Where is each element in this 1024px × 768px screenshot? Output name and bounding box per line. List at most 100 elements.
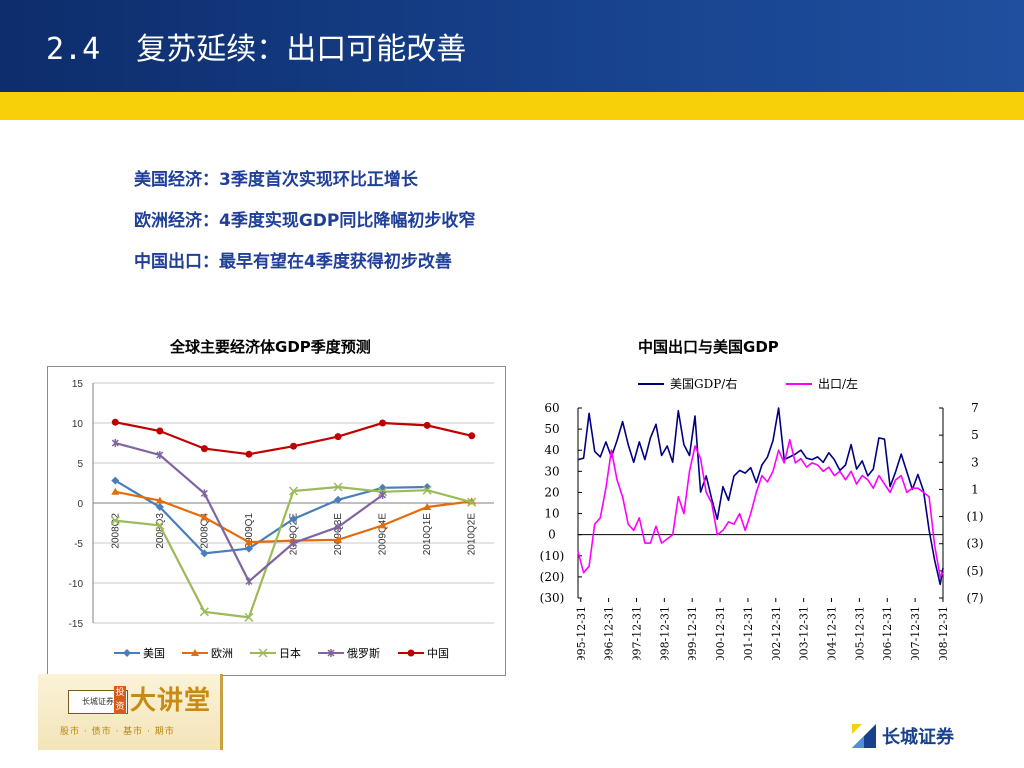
x-tick-label: 2002-12-31 (770, 606, 783, 660)
legend-label: 俄罗斯 (347, 647, 380, 660)
data-point (200, 445, 208, 453)
data-point (200, 513, 209, 521)
x-tick-label: 2008Q3 (155, 513, 166, 549)
x-tick-label: 1999-12-31 (686, 606, 699, 660)
y-tick-label: 5 (77, 459, 83, 470)
legend-label: 中国 (427, 647, 449, 660)
right-tick-label: 5 (971, 428, 979, 442)
logo-subtitle: 股市 · 债市 · 基市 · 期市 (60, 727, 175, 737)
x-tick-label: 1997-12-31 (630, 606, 643, 660)
gdp-forecast-chart: 15 10 5 0 -5 -10 -15 2008Q2 2008Q3 2008Q4 2009Q1 20… (69, 379, 494, 660)
data-point (200, 549, 209, 558)
x-tick-label: 2006-12-31 (881, 606, 894, 660)
data-point (379, 491, 387, 499)
data-point (467, 497, 477, 507)
left-tick-label: 30 (544, 464, 559, 478)
bullet-list: 美国经济：3季度首次实现环比正增长 欧洲经济：4季度实现GDP同比降幅初步收窄 … (134, 164, 475, 287)
left-tick-label: 10 (544, 507, 559, 521)
right-tick-label: 1 (971, 482, 979, 496)
left-tick-label: (20) (540, 570, 565, 584)
x-tick-label: 2009Q1 (244, 513, 255, 549)
x-tick-label: 2008-12-31 (937, 606, 950, 660)
data-point (334, 535, 343, 543)
lecture-logo: 长城证券 投资 大讲堂 股市 · 债市 · 基市 · 期市 (38, 674, 223, 750)
data-point (155, 520, 165, 530)
brand: 长城证券 (850, 722, 954, 750)
export-gdp-chart: 60 50 40 30 20 10 0 (10) (20) (30) 7 5 3 1 (1) (3) (5) (7… (540, 376, 984, 660)
export-gdp-chart-title: 中国出口与美国GDP (638, 338, 779, 356)
data-point (155, 496, 164, 504)
series-line-美国 (114, 479, 428, 555)
logo-title: 大讲堂 (130, 686, 212, 716)
right-tick-label: (1) (967, 510, 984, 524)
x-tick-label: 2007-12-31 (909, 606, 922, 660)
accent-band (0, 92, 1024, 120)
data-point (333, 482, 343, 492)
legend-label: 日本 (279, 646, 301, 660)
data-point (423, 421, 431, 429)
x-tick-label: 2008Q2 (110, 513, 121, 549)
y-tick-label: -10 (69, 579, 84, 590)
x-tick-label: 2009Q3E (333, 513, 344, 556)
legend-label: 出口/左 (818, 376, 858, 391)
data-point (199, 607, 209, 617)
left-tick-label: 40 (544, 443, 559, 457)
bullet-us-economy: 美国经济：3季度首次实现环比正增长 (134, 170, 418, 190)
data-point (111, 439, 119, 447)
x-tick-label: 2000-12-31 (714, 606, 727, 660)
data-point (289, 515, 298, 523)
data-point (111, 418, 119, 426)
data-point (244, 612, 254, 622)
x-tick-label: 1998-12-31 (658, 606, 671, 660)
data-point (200, 489, 208, 498)
data-point (288, 486, 299, 496)
data-point (334, 433, 342, 441)
bullet-china-exports: 中国出口：最早有望在4季度获得初步改善 (134, 252, 452, 272)
right-tick-label: (5) (967, 564, 984, 578)
legend-marker (191, 649, 199, 656)
right-tick-label: 3 (971, 455, 979, 469)
data-point (379, 419, 387, 427)
legend-marker (407, 649, 415, 657)
brand-name: 长城证券 (882, 727, 954, 748)
series-line-出口/左 (577, 438, 944, 578)
data-point (378, 521, 387, 529)
data-point (468, 432, 476, 440)
y-tick-label: 15 (72, 379, 84, 390)
data-point (334, 495, 343, 504)
data-point (290, 442, 297, 450)
legend-marker (123, 649, 131, 657)
legend-marker (258, 648, 268, 658)
data-point (156, 451, 164, 459)
data-point (334, 523, 342, 531)
gdp-forecast-chart-title: 全球主要经济体GDP季度预测 (170, 338, 371, 356)
bullet-eu-economy: 欧洲经济：4季度实现GDP同比降幅初步收窄 (134, 211, 476, 231)
data-point (110, 516, 120, 526)
right-tick-label: 7 (971, 401, 979, 415)
data-point (111, 476, 120, 485)
legend-label: 美国GDP/右 (670, 376, 737, 391)
x-tick-label: 2010Q2E (467, 513, 478, 556)
x-tick-label: 2009Q2E (289, 513, 300, 556)
y-tick-label: -15 (69, 619, 84, 630)
data-point (111, 487, 120, 495)
x-tick-label: 2008Q4 (199, 513, 210, 549)
data-point (423, 503, 432, 510)
right-tick-label: (7) (967, 591, 984, 605)
header-band (0, 0, 1024, 92)
data-point (156, 427, 164, 435)
left-tick-label: 20 (544, 485, 559, 499)
data-point (422, 485, 432, 495)
brand-logo-icon (850, 722, 878, 750)
left-tick-label: 0 (548, 528, 556, 542)
data-point (244, 544, 253, 553)
left-tick-label: 50 (544, 422, 559, 436)
x-tick-label: 2010Q1E (422, 513, 433, 556)
gdp-forecast-chart-frame: 15 10 5 0 -5 -10 -15 2008Q2 2008Q3 2008Q4 2009Q1 20… (47, 366, 506, 676)
y-tick-label: 10 (72, 419, 84, 430)
y-tick-label: -5 (74, 539, 83, 550)
data-point (289, 539, 298, 547)
legend-label: 美国 (143, 647, 165, 660)
left-tick-label: (30) (540, 591, 565, 605)
x-tick-label: 1996-12-31 (603, 606, 616, 660)
